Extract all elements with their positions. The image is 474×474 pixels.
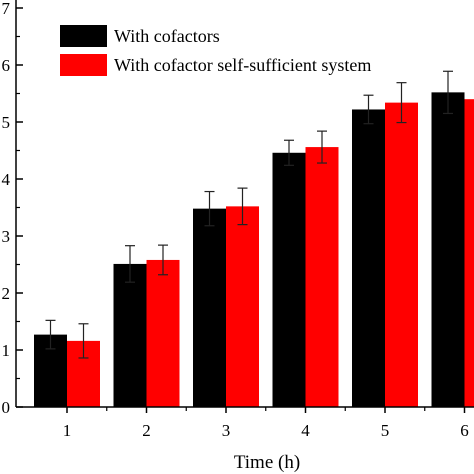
bar-self-sufficient-3 [226, 206, 259, 407]
bar-cofactors-6 [431, 92, 465, 408]
error-bar-cofactors-4 [284, 139, 294, 166]
bar-self-sufficient-5 [385, 102, 418, 408]
y-tick-label-1: 1 [2, 341, 11, 360]
x-tick-label-4: 4 [301, 421, 310, 440]
legend-item-self-sufficient: With cofactor self-sufficient system [60, 54, 371, 76]
legend-item-cofactors: With cofactors [60, 25, 220, 47]
y-tick-label-5: 5 [2, 113, 11, 132]
x-tick-label-6: 6 [460, 421, 469, 440]
axes-layer: 0 1 2 3 4 5 6 7 1 2 3 4 5 6 [2, 0, 474, 440]
error-bar-self-sufficient-1 [78, 323, 89, 359]
y-tick-label-2: 2 [2, 284, 11, 303]
x-tick-label-5: 5 [381, 421, 390, 440]
error-bar-cofactors-6 [443, 70, 453, 115]
bar-cofactors-3 [193, 208, 226, 407]
error-bar-cofactors-5 [363, 94, 374, 125]
bar-self-sufficient-6 [464, 99, 474, 407]
y-tick-label-7: 7 [2, 0, 11, 18]
bar-cofactors-2 [113, 263, 147, 407]
y-tick-label-4: 4 [2, 170, 11, 189]
y-tick-label-0: 0 [2, 398, 11, 417]
legend: With cofactors With cofactor self-suffici… [60, 25, 371, 76]
error-bars-layer [45, 70, 453, 359]
legend-label: With cofactors [114, 26, 220, 46]
x-axis-title: Time (h) [234, 452, 300, 473]
bar-cofactors-5 [352, 109, 385, 408]
error-bar-cofactors-2 [125, 245, 135, 283]
error-bar-self-sufficient-4 [317, 130, 327, 164]
x-tick-label-2: 2 [142, 421, 151, 440]
bar-cofactors-4 [272, 152, 306, 407]
error-bar-self-sufficient-3 [237, 187, 248, 226]
y-tick-label-3: 3 [2, 227, 11, 246]
error-bar-self-sufficient-5 [396, 82, 407, 124]
error-bar-self-sufficient-2 [158, 244, 168, 276]
bars-layer [34, 92, 474, 408]
x-tick-label-3: 3 [222, 421, 231, 440]
legend-swatch [60, 25, 107, 47]
error-bar-cofactors-1 [45, 319, 56, 350]
legend-label: With cofactor self-sufficient system [114, 55, 371, 75]
error-bar-cofactors-3 [204, 190, 215, 227]
bar-self-sufficient-2 [146, 259, 180, 407]
legend-swatch [60, 54, 107, 76]
y-tick-label-6: 6 [2, 56, 11, 75]
x-tick-label-1: 1 [63, 421, 72, 440]
bar-self-sufficient-4 [305, 147, 339, 407]
